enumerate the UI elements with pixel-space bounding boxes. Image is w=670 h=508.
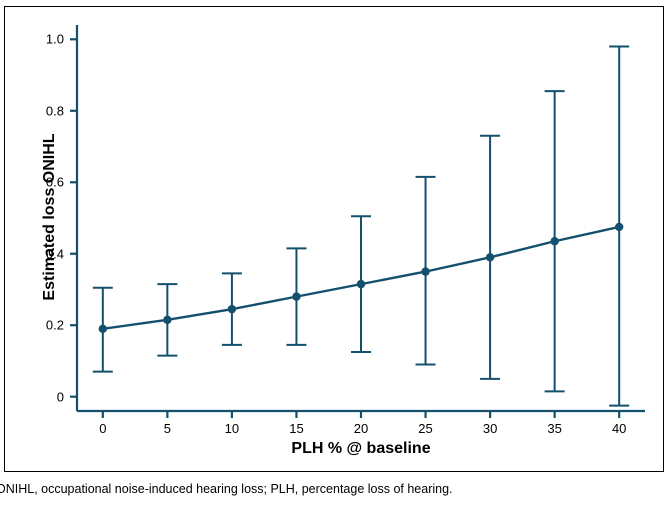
x-axis-label: PLH % @ baseline — [271, 440, 451, 458]
y-tick-label: 0.8 — [46, 103, 64, 118]
series-marker — [550, 237, 558, 245]
x-tick-label: 5 — [164, 421, 171, 436]
x-tick-label: 20 — [354, 421, 368, 436]
series-marker — [486, 253, 494, 261]
x-tick-label: 30 — [483, 421, 497, 436]
series-marker — [357, 280, 365, 288]
y-axis-label: Estimated loss ONIHL — [41, 117, 59, 317]
y-tick-label: 0.4 — [46, 246, 64, 261]
x-tick-label: 40 — [612, 421, 626, 436]
chart-frame: Estimated loss ONIHL PLH % @ baseline 0 5… — [4, 6, 664, 472]
x-tick-label: 15 — [289, 421, 303, 436]
series-marker — [615, 223, 623, 231]
plot-svg — [5, 7, 665, 473]
series-marker — [163, 316, 171, 324]
x-tick-label: 25 — [418, 421, 432, 436]
series-marker — [228, 305, 236, 313]
series-marker — [421, 267, 429, 275]
figure-container: Estimated loss ONIHL PLH % @ baseline 0 5… — [0, 0, 670, 508]
x-tick-label: 35 — [547, 421, 561, 436]
y-tick-label: 0.2 — [46, 318, 64, 333]
y-tick-label: 0.6 — [46, 175, 64, 190]
series-marker — [292, 292, 300, 300]
x-tick-label: 10 — [225, 421, 239, 436]
footnote-text: ONIHL, occupational noise-induced hearin… — [0, 482, 453, 496]
y-tick-label: 0 — [57, 389, 64, 404]
x-tick-label: 0 — [99, 421, 106, 436]
series-marker — [99, 325, 107, 333]
y-tick-label: 1.0 — [46, 32, 64, 47]
